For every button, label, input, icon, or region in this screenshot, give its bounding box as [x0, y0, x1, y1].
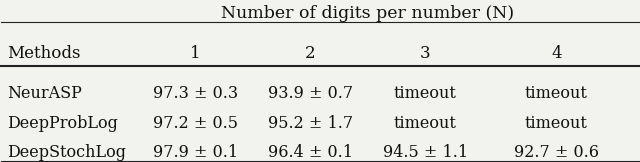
Text: 97.2 ± 0.5: 97.2 ± 0.5 [153, 115, 238, 132]
Text: 4: 4 [551, 45, 561, 62]
Text: DeepProbLog: DeepProbLog [7, 115, 118, 132]
Text: timeout: timeout [525, 85, 588, 102]
Text: 2: 2 [305, 45, 316, 62]
Text: Methods: Methods [7, 45, 81, 62]
Text: 93.9 ± 0.7: 93.9 ± 0.7 [268, 85, 353, 102]
Text: 94.5 ± 1.1: 94.5 ± 1.1 [383, 144, 468, 161]
Text: timeout: timeout [525, 115, 588, 132]
Text: DeepStochLog: DeepStochLog [7, 144, 126, 161]
Text: 96.4 ± 0.1: 96.4 ± 0.1 [268, 144, 353, 161]
Text: Number of digits per number (N): Number of digits per number (N) [221, 5, 515, 22]
Text: 95.2 ± 1.7: 95.2 ± 1.7 [268, 115, 353, 132]
Text: timeout: timeout [394, 85, 457, 102]
Text: 92.7 ± 0.6: 92.7 ± 0.6 [514, 144, 599, 161]
Text: timeout: timeout [394, 115, 457, 132]
Text: 97.9 ± 0.1: 97.9 ± 0.1 [153, 144, 238, 161]
Text: 3: 3 [420, 45, 431, 62]
Text: 1: 1 [190, 45, 201, 62]
Text: NeurASP: NeurASP [7, 85, 82, 102]
Text: 97.3 ± 0.3: 97.3 ± 0.3 [153, 85, 238, 102]
